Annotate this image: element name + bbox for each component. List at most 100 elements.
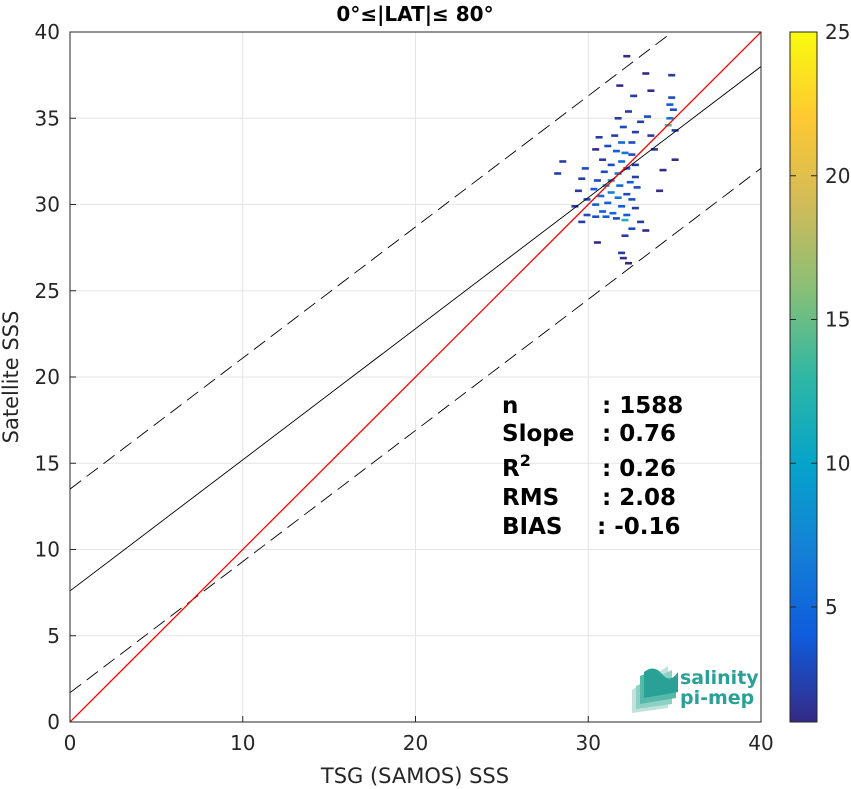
scatter-point <box>571 205 579 208</box>
colorbar-frame <box>789 31 818 723</box>
stats-label-r: R <box>502 456 520 482</box>
scatter-point <box>631 175 639 179</box>
scatter-point <box>668 73 676 77</box>
colorbar-tick-label: 25 <box>825 20 850 44</box>
stats-value-r2: : 0.26 <box>602 456 676 482</box>
scatter-point <box>619 125 627 129</box>
scatter-point <box>614 172 622 175</box>
scatter-point <box>628 198 636 201</box>
scatter-point <box>656 189 664 193</box>
y-tick-label: 0 <box>47 710 60 734</box>
scatter-point <box>644 115 651 118</box>
scatter-point <box>671 129 679 132</box>
x-tick-label: 40 <box>748 731 773 755</box>
stats-label-r-sup: 2 <box>520 451 531 470</box>
y-tick-label: 10 <box>35 538 60 562</box>
scatter-point <box>595 136 603 139</box>
scatter-point <box>602 184 610 187</box>
stats-label-r2: R2 <box>502 451 531 482</box>
fit-line <box>70 66 761 592</box>
scatter-point <box>631 206 639 210</box>
stats-label-slope: Slope <box>502 421 574 447</box>
stats-label-bias: BIAS <box>502 514 562 540</box>
scatter-point <box>600 170 608 174</box>
x-tick-label: 20 <box>403 731 428 755</box>
scatter-point <box>647 134 655 137</box>
scatter-point <box>623 213 631 217</box>
scatter-point <box>671 158 679 161</box>
scatter-point <box>581 167 589 170</box>
scatter-point <box>590 187 598 191</box>
scatter-point <box>583 198 591 201</box>
scatter-point <box>621 234 629 237</box>
scatter-point <box>666 117 674 120</box>
scatter-point <box>626 180 634 184</box>
scatter-point <box>619 256 627 260</box>
salinity-pimep-logo: salinity pi-mep <box>632 666 759 713</box>
scatter-point <box>642 72 650 75</box>
scatter-point <box>631 130 639 134</box>
scatter-point <box>599 210 607 213</box>
scatter-point <box>583 213 591 217</box>
scatter-point <box>621 218 629 222</box>
scatter-point <box>628 153 636 156</box>
scatter-point <box>618 160 626 163</box>
scatter-point <box>666 103 674 106</box>
y-tick-label: 20 <box>35 365 60 389</box>
scatter-point <box>630 94 638 98</box>
upper-bound-line <box>70 32 674 490</box>
scatter-point <box>637 120 645 124</box>
colorbar-tick-label: 15 <box>825 308 850 332</box>
x-tick-label: 0 <box>64 731 77 755</box>
scatter-point <box>578 177 586 180</box>
stats-box: n : 1588 Slope : 0.76 R2 : 0.26 RMS : 2.… <box>502 393 683 540</box>
scatter-point <box>659 168 667 172</box>
scatter-point <box>623 54 631 58</box>
y-tick-label: 15 <box>35 451 60 475</box>
scatter-point <box>592 215 600 218</box>
wave-stack-icon <box>632 666 678 713</box>
stats-value-n: : 1588 <box>602 393 683 419</box>
scatter-point <box>607 191 615 194</box>
colorbar-tick-label: 10 <box>825 451 850 475</box>
scatter-point <box>574 189 582 193</box>
scatter-point <box>628 227 636 230</box>
scatter-point <box>647 89 655 92</box>
x-axis-label: TSG (SAMOS) SSS <box>320 764 509 788</box>
y-tick-label: 25 <box>35 279 60 303</box>
x-tick-label: 30 <box>576 731 601 755</box>
colorbar-tick-label: 5 <box>825 595 838 619</box>
scatter-point <box>669 108 677 111</box>
scatter-point <box>618 141 626 144</box>
stats-value-bias: : -0.16 <box>597 514 681 540</box>
scatter-point <box>637 220 645 224</box>
logo-text-pimep: pi-mep <box>680 687 754 709</box>
scatter-point <box>604 201 612 205</box>
scatter-point <box>616 184 624 187</box>
stats-label-rms: RMS <box>502 485 559 511</box>
scatter-point <box>628 141 636 144</box>
scatter-point <box>668 96 676 99</box>
x-axis-ticks: 0 10 20 30 40 <box>64 716 774 755</box>
scatter-point <box>554 172 562 175</box>
scatter-point <box>592 148 600 151</box>
regression-lines <box>70 32 761 722</box>
y-axis-label: Satellite SSS <box>0 311 23 444</box>
scatter-point <box>559 160 567 163</box>
scatter-point <box>609 211 617 215</box>
scatter-point <box>614 196 622 199</box>
scatter-point <box>604 144 612 148</box>
y-tick-label: 30 <box>35 193 60 217</box>
scatter-point <box>631 163 639 167</box>
colorbar-ticks: 5 10 15 20 25 <box>790 20 850 619</box>
scatter-point <box>611 134 619 137</box>
scatter-point <box>597 194 605 198</box>
stats-label-n: n <box>502 393 518 419</box>
scatter-point <box>623 192 631 196</box>
scatter-point <box>578 220 586 224</box>
colorbar-bar <box>790 32 817 722</box>
scatter-point <box>650 148 658 151</box>
scatter-point <box>642 229 650 232</box>
scatter-point <box>612 217 620 220</box>
